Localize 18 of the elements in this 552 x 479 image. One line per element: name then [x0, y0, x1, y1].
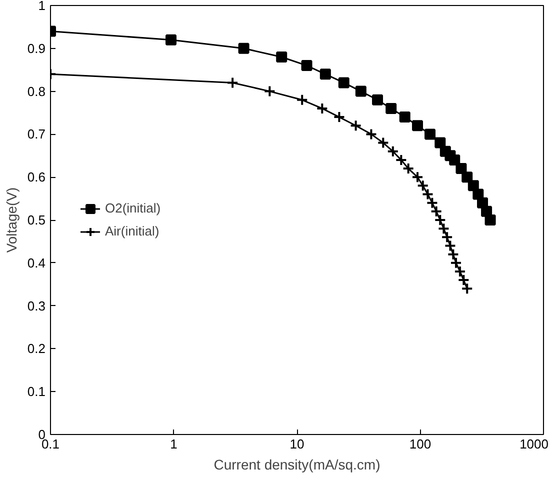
legend-label: Air(initial) [105, 224, 160, 238]
y-tick-label: 0.5 [27, 212, 46, 228]
x-tick-label: 100 [409, 436, 432, 452]
y-tick-label: 0.9 [27, 40, 46, 56]
x-tick-label: 1000 [520, 436, 548, 452]
y-tick-label: 0.6 [27, 170, 46, 185]
y-tick-label: 0.8 [27, 84, 46, 99]
y-tick-label: 0.7 [27, 126, 46, 142]
y-tick-label: 0.3 [27, 298, 46, 314]
y-tick-label: 0.4 [27, 255, 46, 270]
legend-label: O2(initial) [105, 200, 161, 216]
y-tick-label: 0.2 [27, 341, 46, 356]
x-tick-label: 10 [290, 436, 304, 452]
y-tick-label: 1 [38, 0, 46, 13]
x-axis-title: Current density(mA/sq.cm) [214, 456, 380, 472]
y-axis-title: Voltage(V) [3, 187, 20, 253]
y-tick-label: 0.1 [27, 384, 46, 400]
x-tick-label: 1 [170, 436, 178, 452]
